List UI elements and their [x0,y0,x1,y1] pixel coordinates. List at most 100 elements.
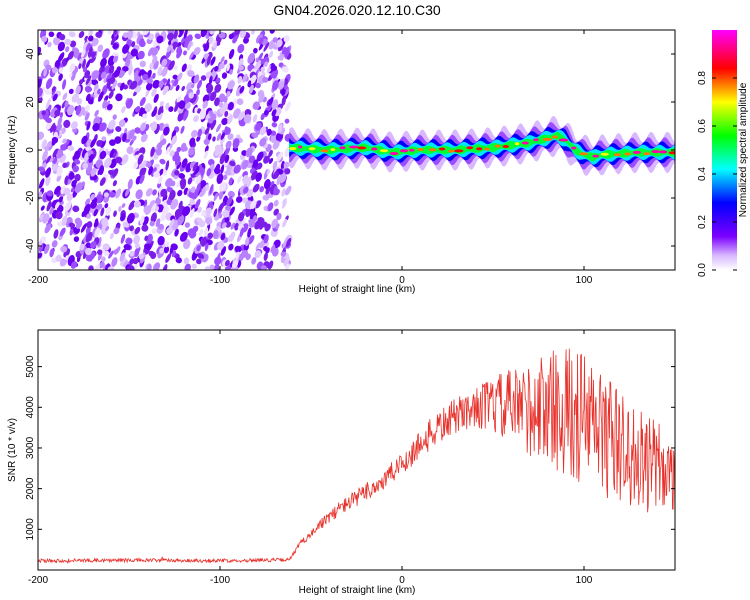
noise-speckle [96,139,103,147]
noise-speckle [259,239,266,249]
noise-speckle [162,193,168,203]
noise-speckle [165,178,173,188]
ridge-peak-blotch [651,150,660,154]
noise-speckle [85,59,91,69]
noise-speckle [113,151,119,160]
noise-speckle [263,179,271,190]
noise-speckle [213,167,221,175]
noise-speckle [177,111,185,122]
noise-speckle [90,240,97,249]
ridge-peak-blotch [579,152,588,156]
noise-speckle [51,164,59,172]
noise-speckle [57,41,66,52]
noise-speckle [108,67,114,74]
noise-speckle [273,185,278,196]
noise-speckle [214,263,220,270]
noise-speckle [73,236,80,242]
noise-speckle [174,102,180,112]
noise-speckle [156,204,164,213]
noise-speckle [241,159,249,170]
noise-speckle [106,103,113,111]
noise-speckle [222,209,230,218]
noise-speckle [252,183,260,193]
noise-speckle [237,44,245,54]
noise-speckle [264,61,268,68]
ridge-peak-blotch [494,144,501,148]
noise-speckle [205,217,213,225]
noise-speckle [214,146,221,157]
noise-speckle [113,227,120,235]
noise-speckle [183,238,191,250]
noise-speckle [187,177,193,185]
noise-speckle [189,137,196,147]
noise-speckle [192,191,199,200]
noise-speckle [194,198,201,209]
noise-speckle [250,74,257,85]
noise-speckle [56,131,63,139]
noise-speckle [284,168,291,175]
noise-speckle [148,166,154,176]
noise-speckle [159,158,166,165]
noise-speckle [242,73,248,83]
x-tick-label: -200 [28,575,48,586]
noise-speckle [157,235,165,246]
ridge-peak-blotch [448,149,455,153]
noise-speckle [251,257,257,265]
y-tick-label: 3000 [25,436,36,459]
noise-speckle [125,237,133,245]
noise-speckle [52,37,61,46]
noise-speckle [51,136,59,144]
noise-speckle [203,43,210,52]
noise-speckle [163,85,169,93]
noise-speckle [51,66,58,74]
noise-speckle [128,129,135,140]
noise-speckle [160,213,166,221]
noise-speckle [78,31,85,39]
noise-speckle [142,73,149,81]
noise-speckle [244,237,250,247]
noise-speckle [49,248,55,258]
noise-speckle [63,119,71,128]
noise-speckle [109,139,116,146]
noise-speckle [99,150,107,160]
noise-speckle [272,160,278,170]
noise-speckle [75,85,81,95]
noise-speckle [252,101,260,110]
ridge-peak-blotch [339,146,346,150]
noise-speckle [226,63,230,72]
noise-speckle [151,88,157,97]
noise-speckle [251,30,255,35]
y-tick-label: 2000 [25,477,36,500]
noise-speckle [95,31,102,38]
noise-speckle [227,190,235,198]
noise-speckle [124,188,130,197]
noise-speckle [220,233,226,241]
noise-speckle [235,196,243,203]
noise-speckle [72,70,77,76]
noise-speckle [227,114,233,125]
noise-speckle [172,41,179,48]
noise-speckle [224,259,230,267]
noise-speckle [192,161,199,172]
noise-speckle [252,159,259,168]
noise-speckle [191,263,197,269]
noise-speckle [181,158,188,169]
ridge-peak-blotch [514,142,520,146]
spectrogram-y-axis-label: Frequency (Hz) [7,116,18,185]
noise-speckle [176,161,182,170]
noise-speckle [270,130,277,136]
noise-speckle [91,37,99,47]
noise-speckle [145,188,153,197]
noise-speckle [176,146,182,153]
noise-speckle [272,80,279,91]
noise-speckle [237,175,242,184]
ridge-peak-blotch [521,141,529,145]
noise-speckle [79,243,85,251]
x-tick-label: -200 [28,275,48,286]
noise-speckle [268,157,274,164]
noise-speckle [183,109,189,121]
noise-speckle [109,148,115,158]
noise-speckle [134,243,140,249]
noise-speckle [94,227,101,238]
noise-speckle [123,260,128,268]
